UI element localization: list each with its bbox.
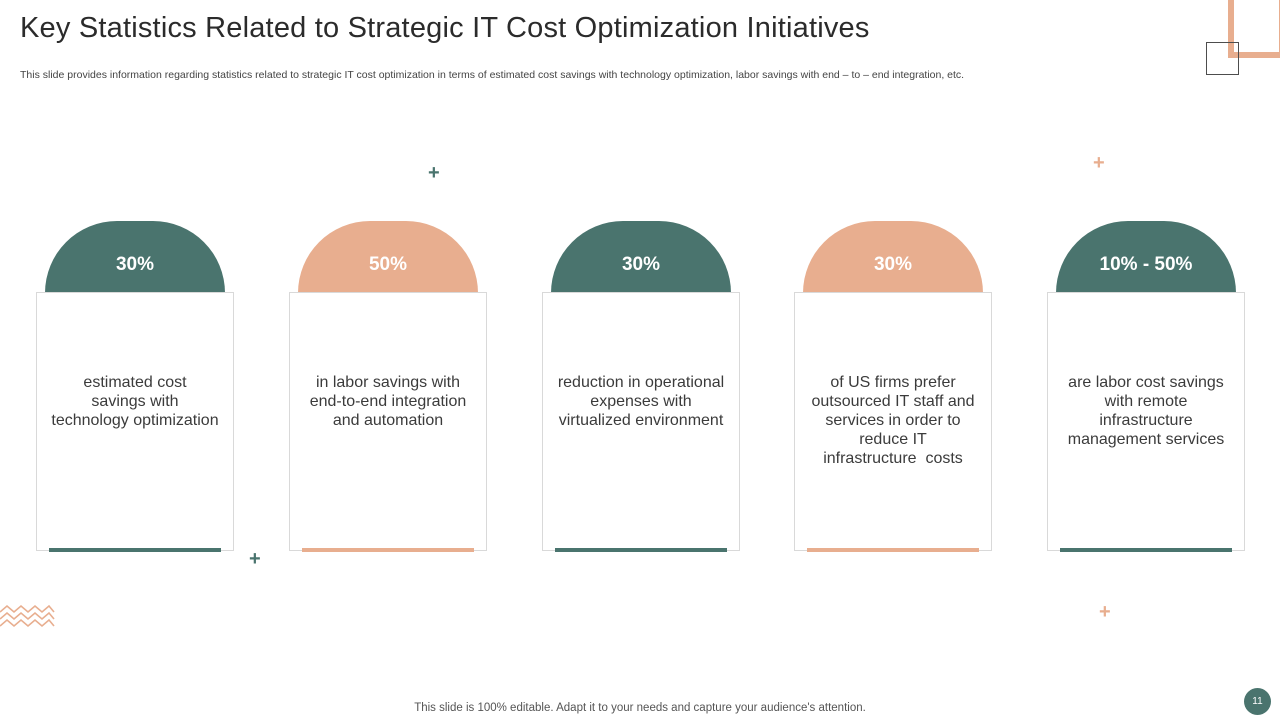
stat-description-line: management services xyxy=(1067,431,1225,448)
stat-description-line: technology optimization xyxy=(51,412,219,429)
stat-description-line: reduce IT xyxy=(859,431,927,448)
stat-description-line: are labor cost savings xyxy=(1068,374,1224,391)
slide-subtitle: This slide provides information regardin… xyxy=(20,69,965,81)
stat-description-line: savings with xyxy=(91,393,179,410)
stat-description-line: outsourced IT staff and xyxy=(811,393,975,410)
stat-description-line: infrastructure xyxy=(1099,412,1193,429)
stat-description: of US firms prefer outsourced IT staff a… xyxy=(805,373,981,468)
stat-value: 30% xyxy=(115,254,155,275)
decorative-plus-icon: + xyxy=(249,548,261,570)
stat-description-line: and automation xyxy=(332,412,444,429)
stat-card: 30% reduction in operational expenses wi… xyxy=(542,221,740,553)
zigzag-decoration-icon xyxy=(0,604,55,628)
decorative-plus-icon: + xyxy=(428,162,440,184)
stat-description: estimated cost savings with technology o… xyxy=(47,373,223,430)
stat-value: 50% xyxy=(368,254,408,275)
stat-description-line: infrastructure costs xyxy=(823,450,963,467)
stat-card-body: estimated cost savings with technology o… xyxy=(36,292,234,552)
stat-accent-bar xyxy=(807,548,979,552)
stat-description-line: expenses with xyxy=(590,393,692,410)
stat-accent-bar xyxy=(1060,548,1232,552)
stat-card-body: are labor cost savings with remote infra… xyxy=(1047,292,1245,552)
stat-description-line: reduction in operational xyxy=(557,374,725,391)
decorative-square-outline xyxy=(1206,42,1239,75)
stat-description-line: services in order to xyxy=(825,412,961,429)
stat-value: 30% xyxy=(873,254,913,275)
stat-card: 30% of US firms prefer outsourced IT sta… xyxy=(794,221,992,553)
stat-description-line: virtualized environment xyxy=(558,412,724,429)
stat-card-body: in labor savings with end-to-end integra… xyxy=(289,292,487,552)
decorative-plus-icon: + xyxy=(1093,152,1105,174)
stat-description-line: estimated cost xyxy=(83,374,187,391)
slide-footer: This slide is 100% editable. Adapt it to… xyxy=(414,702,866,714)
stat-description-line: in labor savings with xyxy=(315,374,461,391)
stat-card-body: reduction in operational expenses with v… xyxy=(542,292,740,552)
stat-value: 30% xyxy=(621,254,661,275)
stat-description-line: of US firms prefer xyxy=(830,374,956,391)
stat-card: 50% in labor savings with end-to-end int… xyxy=(289,221,487,553)
stat-accent-bar xyxy=(555,548,727,552)
stat-accent-bar xyxy=(302,548,474,552)
page-number-badge: 11 xyxy=(1244,688,1271,715)
stat-description-line: end-to-end integration xyxy=(309,393,467,410)
stat-description-line: with remote xyxy=(1104,393,1188,410)
stat-value: 10% - 50% xyxy=(1099,254,1193,275)
stat-card: 10% - 50% are labor cost savings with re… xyxy=(1047,221,1245,553)
stat-card: 30% estimated cost savings with technolo… xyxy=(36,221,234,553)
stat-accent-bar xyxy=(49,548,221,552)
stat-card-body: of US firms prefer outsourced IT staff a… xyxy=(794,292,992,552)
slide-title: Key Statistics Related to Strategic IT C… xyxy=(20,12,870,44)
stat-description: in labor savings with end-to-end integra… xyxy=(300,373,476,430)
decorative-plus-icon: + xyxy=(1099,601,1111,623)
stat-description: reduction in operational expenses with v… xyxy=(553,373,729,430)
stat-description: are labor cost savings with remote infra… xyxy=(1058,373,1234,449)
